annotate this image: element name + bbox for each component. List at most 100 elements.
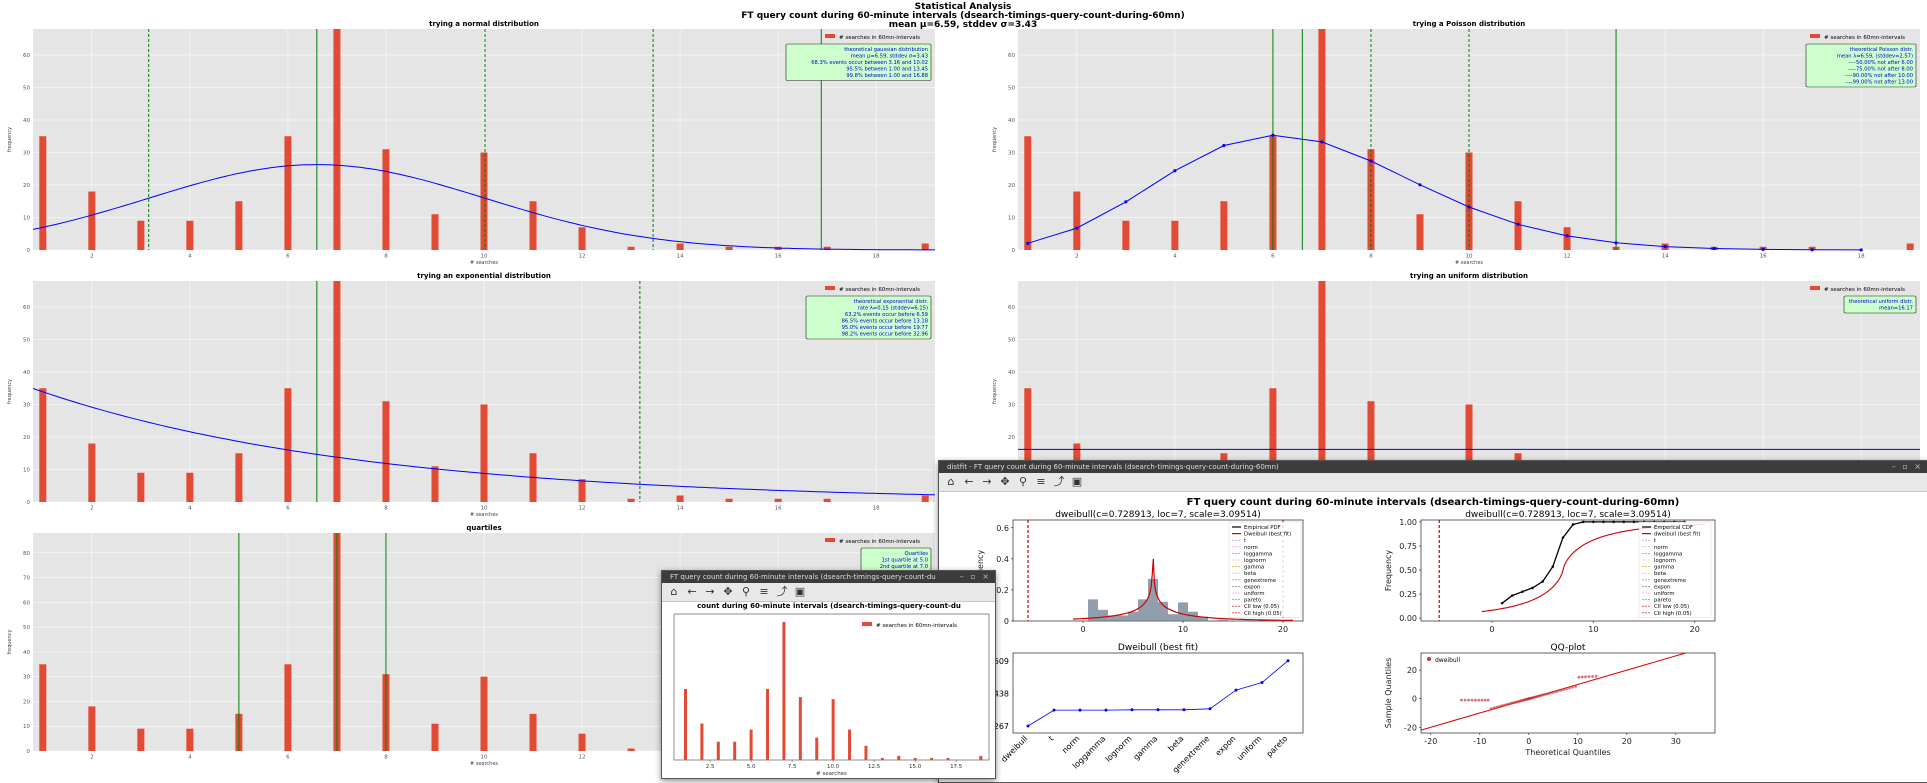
x-tick-label: 16: [775, 254, 782, 260]
histogram-bar: [815, 737, 819, 760]
x-tick-label: 2.5: [706, 764, 715, 770]
histogram-bar: [186, 220, 194, 250]
qq-point: [1492, 706, 1496, 710]
forward-arrow-icon[interactable]: →: [982, 475, 992, 488]
home-icon[interactable]: ⌂: [670, 585, 678, 598]
info-line: ----90.00% not after 10.00: [1845, 73, 1913, 79]
back-arrow-icon[interactable]: ←: [687, 585, 697, 598]
y-tick-label: 60: [23, 305, 30, 311]
qq-point: [1489, 707, 1493, 710]
histogram-bar: [284, 136, 292, 250]
x-tick-label: 4: [188, 506, 192, 512]
forward-arrow-icon[interactable]: →: [705, 585, 715, 598]
empirical-pdf-bar: [1118, 615, 1128, 621]
qq-point: [1568, 686, 1571, 690]
rss-point: [1078, 708, 1082, 712]
empirical-pdf-bar: [1098, 609, 1108, 621]
x-tick-label: 10: [481, 254, 488, 260]
qq-point: [1542, 693, 1546, 697]
histogram-bar: [382, 401, 390, 502]
histogram-bar: [284, 664, 292, 751]
legend-label: uniform: [1244, 591, 1265, 597]
empirical-pdf-bar: [1208, 620, 1218, 621]
y-tick-label: 0: [1004, 617, 1009, 626]
qq-point: [1549, 691, 1552, 695]
x-tick-label: 2: [1075, 254, 1079, 260]
histogram-bar: [946, 757, 950, 760]
y-tick-label: 30: [23, 403, 30, 409]
legend-label: # searches in 60mn-intervals: [839, 35, 920, 41]
histogram-bar: [284, 388, 292, 502]
panel-title: trying an exponential distribution: [417, 272, 551, 280]
x-tick-label: 16: [775, 506, 782, 512]
rss-point: [1234, 688, 1238, 692]
legend-label: # searches in 60mn-intervals: [876, 623, 957, 629]
histogram-bar: [1024, 136, 1032, 250]
info-line: 63.2% events occur before 6.59: [845, 312, 928, 318]
qq-point: [1467, 698, 1470, 702]
qq-point: [1498, 704, 1501, 708]
histogram-bar: [1024, 388, 1032, 502]
distfit-window-titlebar[interactable]: distfit - FT query count during 60-minut…: [939, 461, 1927, 473]
x-tick-label: 14: [677, 506, 684, 512]
zoom-icon[interactable]: ⚲: [741, 585, 751, 598]
legend-label: pareto: [1654, 598, 1671, 604]
histogram-bar: [1269, 388, 1277, 502]
histogram-bar: [333, 29, 341, 250]
y-tick-label: 10: [23, 216, 30, 222]
pan-icon[interactable]: ✥: [723, 585, 733, 598]
info-line: ----99.00% not after 13.00: [1845, 80, 1913, 86]
save-icon[interactable]: ▣: [1071, 475, 1083, 488]
histogram-bar: [431, 214, 439, 250]
y-tick-label: 40: [1008, 118, 1015, 124]
histogram-bar: [382, 149, 390, 250]
home-icon[interactable]: ⌂: [947, 475, 955, 488]
edit-axes-icon[interactable]: ⤴: [1053, 475, 1065, 488]
histogram-bar: [864, 745, 868, 760]
empirical-pdf-bar: [1128, 611, 1138, 621]
histogram-bar: [39, 136, 47, 250]
y-tick-label: 50: [23, 625, 30, 631]
y-tick-label: -20: [1404, 723, 1417, 732]
info-box: [785, 43, 932, 81]
info-line: 1st quartile at 5.0: [882, 558, 928, 564]
info-line: mean λ=6.59, (stddev=2.57): [1837, 54, 1913, 60]
histogram-bar: [627, 498, 635, 502]
edit-axes-icon[interactable]: ⤴: [776, 585, 788, 598]
qq-point: [1483, 698, 1487, 702]
distfit-window[interactable]: distfit - FT query count during 60-minut…: [938, 460, 1927, 783]
legend-swatch: [825, 286, 835, 290]
histogram-window[interactable]: FT query count during 60-minute interval…: [661, 570, 996, 779]
distfit-window-title: distfit - FT query count during 60-minut…: [947, 463, 1279, 471]
y-tick-label: 20: [1407, 666, 1417, 675]
x-tick-label: 18: [1858, 254, 1865, 260]
histogram-bar: [529, 713, 537, 751]
x-tick-label: 7.5: [788, 764, 797, 770]
legend-label: dweibull (best fit): [1654, 532, 1700, 538]
figure-title: Statistical Analysis: [915, 2, 1012, 12]
info-line: Quartiles: [905, 551, 929, 557]
configure-subplots-icon[interactable]: ≡: [759, 585, 769, 598]
rss-point: [1208, 707, 1212, 711]
qq-point: [1551, 691, 1555, 694]
histogram-bar: [1318, 281, 1326, 502]
y-tick-label: 20: [1008, 183, 1015, 189]
qq-point: [1495, 705, 1499, 709]
back-arrow-icon[interactable]: ←: [964, 475, 974, 488]
histogram-bar: [880, 757, 884, 760]
histogram-window-titlebar[interactable]: FT query count during 60-minute interval…: [662, 571, 995, 583]
legend-label: loggamma: [1244, 551, 1272, 557]
save-icon[interactable]: ▣: [794, 585, 806, 598]
histogram-bar: [88, 191, 96, 250]
legend-label: Emperical CDF: [1654, 525, 1693, 531]
histogram-bar: [186, 728, 194, 751]
panel-title: count during 60-minute intervals (dsearc…: [697, 602, 961, 610]
configure-subplots-icon[interactable]: ≡: [1036, 475, 1046, 488]
zoom-icon[interactable]: ⚲: [1018, 475, 1028, 488]
pan-icon[interactable]: ✥: [1000, 475, 1010, 488]
window-controls[interactable]: – ▫ ×: [1891, 462, 1923, 471]
histogram-bar: [676, 243, 684, 250]
legend-swatch: [825, 34, 835, 38]
window-controls[interactable]: – ▫ ×: [959, 572, 991, 581]
histogram-bar: [897, 755, 901, 760]
